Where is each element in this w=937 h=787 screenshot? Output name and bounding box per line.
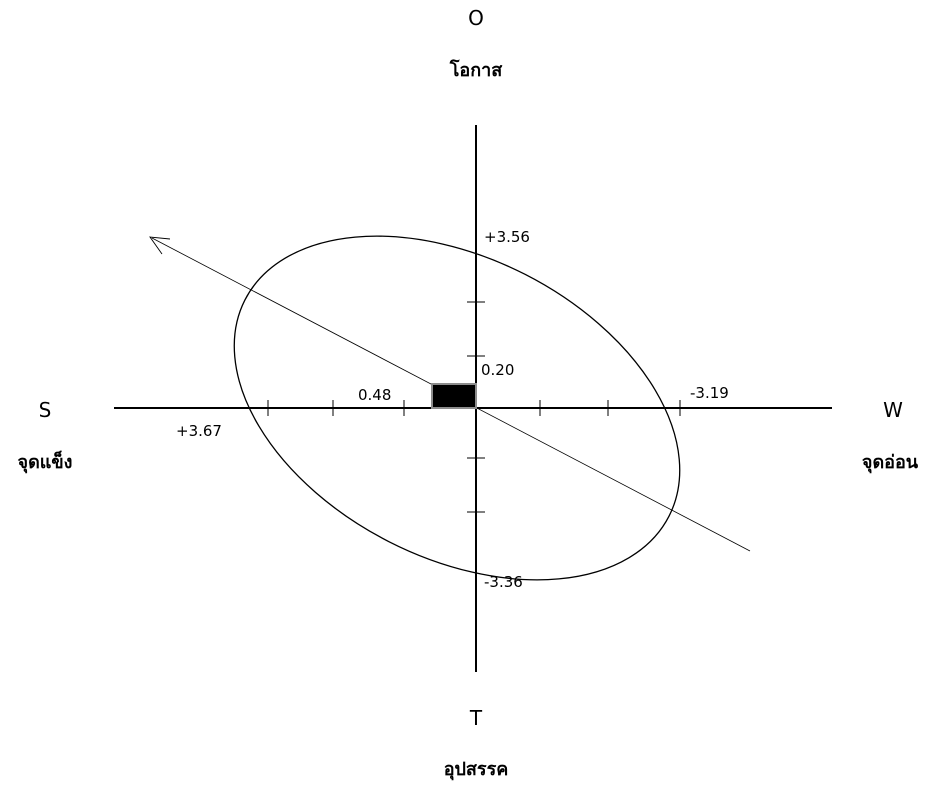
value-y-negative: -3.36 (484, 573, 523, 591)
value-x-left: +3.67 (176, 422, 222, 440)
bottom-label: อุปสรรค (443, 759, 509, 780)
top-label: โอกาส (449, 60, 503, 81)
value-center-x: 0.48 (358, 386, 392, 404)
left-label: จุดแข็ง (17, 452, 73, 473)
right-label: จุดอ่อน (861, 452, 919, 473)
top-letter: O (468, 6, 484, 30)
value-y-positive: +3.56 (484, 228, 530, 246)
direction-arrowhead (149, 236, 171, 255)
left-letter: S (38, 398, 52, 422)
right-letter: W (883, 398, 903, 422)
bottom-letter: T (469, 706, 483, 730)
strategy-ellipse (233, 235, 681, 581)
position-marker (431, 383, 477, 409)
value-x-right: -3.19 (690, 384, 729, 402)
value-center-y: 0.20 (481, 361, 515, 379)
